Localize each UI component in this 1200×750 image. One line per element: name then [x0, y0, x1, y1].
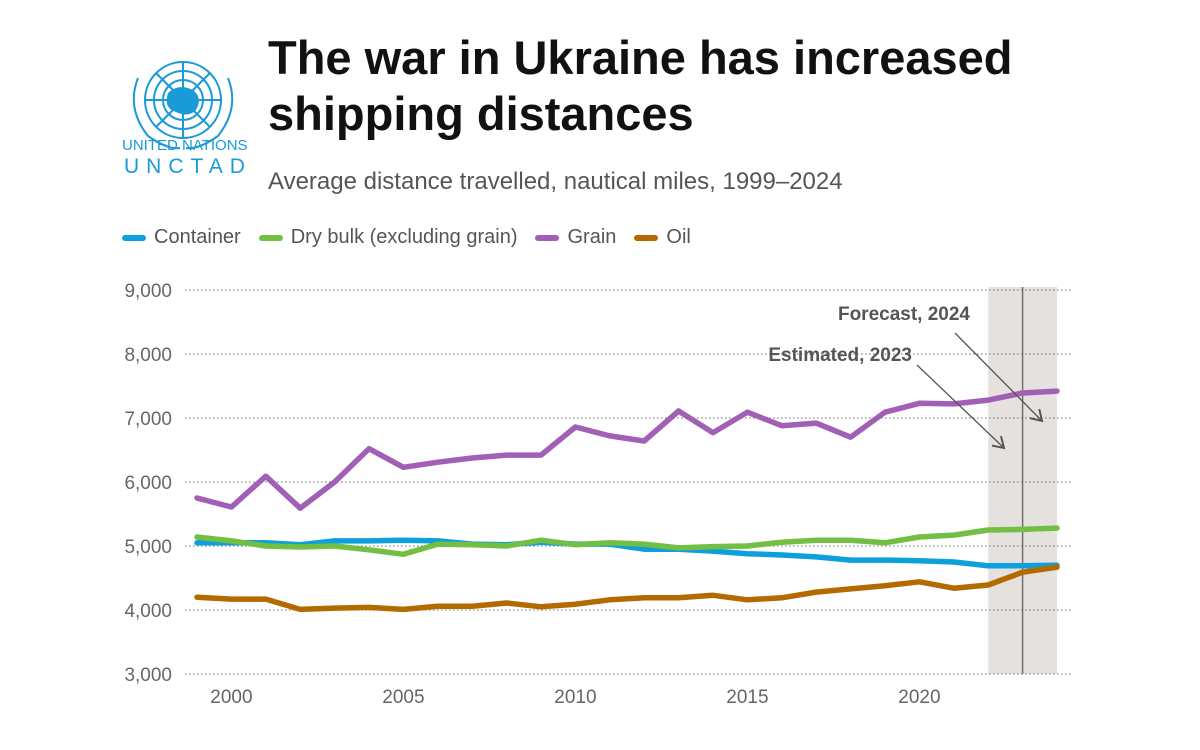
- annotation-arrow: [916, 364, 1006, 450]
- chart-title: The war in Ukraine has increased shippin…: [268, 31, 1013, 140]
- logo-text-united-nations: UNITED NATIONS: [122, 137, 248, 154]
- legend-label: Container: [154, 226, 241, 248]
- series-line-dry: [194, 525, 1060, 558]
- x-tick-label: 2015: [726, 687, 768, 708]
- series-line-oil: [194, 564, 1060, 613]
- y-tick-label: 4,000: [124, 601, 172, 622]
- y-tick-label: 8,000: [124, 345, 172, 366]
- series-line-grain: [194, 388, 1060, 511]
- annotation-arrow: [954, 332, 1044, 423]
- legend-item-container: Container: [122, 226, 241, 249]
- y-tick-label: 9,000: [124, 281, 172, 302]
- legend-label: Oil: [666, 226, 691, 248]
- x-tick-label: 2010: [554, 687, 596, 708]
- x-tick-label: 2005: [382, 687, 424, 708]
- series-line-container: [194, 537, 1060, 569]
- legend-swatch: [535, 234, 560, 241]
- legend-swatch: [258, 234, 283, 241]
- x-tick-label: 2020: [898, 687, 940, 708]
- y-tick-label: 5,000: [124, 537, 172, 558]
- legend: Container Dry bulk (excluding grain) Gra…: [122, 226, 691, 249]
- chart-subtitle: Average distance travelled, nautical mil…: [268, 168, 843, 195]
- logo-text-unctad: UNCTAD: [124, 155, 252, 178]
- y-tick-label: 7,000: [124, 409, 172, 430]
- y-tick-label: 3,000: [124, 665, 172, 686]
- un-emblem-logo: [132, 61, 234, 150]
- annotation-estimated-2023: Estimated, 2023: [768, 345, 912, 366]
- annotation-forecast-2024: Forecast, 2024: [838, 304, 970, 325]
- x-tick-label: 2000: [210, 687, 252, 708]
- legend-label: Grain: [567, 226, 617, 248]
- legend-swatch: [634, 234, 659, 241]
- legend-item-oil: Oil: [634, 226, 691, 249]
- y-tick-label: 6,000: [124, 473, 172, 494]
- legend-item-dry-bulk: Dry bulk (excluding grain): [258, 226, 518, 249]
- legend-swatch: [122, 234, 146, 241]
- legend-label: Dry bulk (excluding grain): [290, 226, 518, 248]
- legend-item-grain: Grain: [535, 226, 616, 249]
